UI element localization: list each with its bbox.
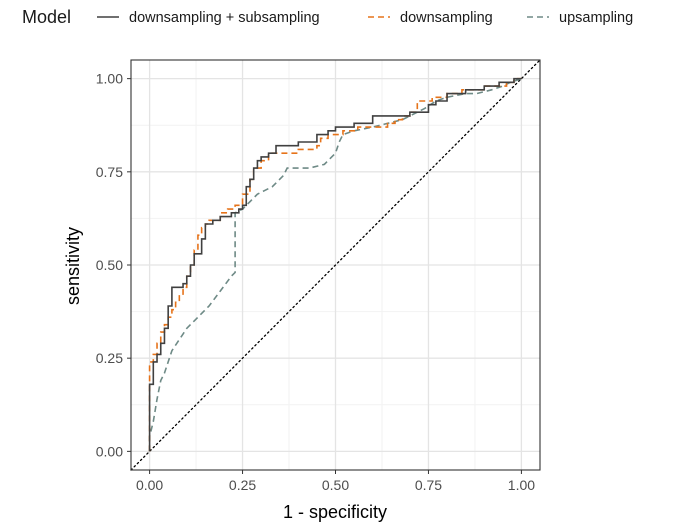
x-axis: 0.00 0.25 0.50 0.75 1.00 xyxy=(136,470,535,493)
x-tick-label: 1.00 xyxy=(508,477,535,493)
x-tick-label: 0.75 xyxy=(415,477,442,493)
y-tick-label: 0.25 xyxy=(96,350,123,366)
y-axis-title: sensitivity xyxy=(63,227,83,305)
y-axis: 0.00 0.25 0.50 0.75 1.00 xyxy=(96,71,131,459)
y-tick-label: 0.75 xyxy=(96,164,123,180)
chart-legend: Model downsampling + subsampling downsam… xyxy=(22,7,633,27)
x-tick-label: 0.00 xyxy=(136,477,163,493)
y-tick-label: 1.00 xyxy=(96,71,123,87)
legend-item-downsampling: downsampling xyxy=(368,10,493,26)
y-tick-label: 0.00 xyxy=(96,443,123,459)
legend-label-upsampling: upsampling xyxy=(559,10,633,26)
x-axis-title: 1 - specificity xyxy=(283,502,387,522)
reference-line-group xyxy=(130,59,541,471)
roc-series-group xyxy=(148,77,522,452)
legend-item-upsampling: upsampling xyxy=(527,10,633,26)
legend-item-downsampling-subsampling: downsampling + subsampling xyxy=(97,10,320,26)
legend-title: Model xyxy=(22,7,71,27)
legend-label-downsampling: downsampling xyxy=(400,10,493,26)
x-tick-label: 0.50 xyxy=(322,477,349,493)
legend-label-downsampling-subsampling: downsampling + subsampling xyxy=(129,10,320,26)
y-tick-label: 0.50 xyxy=(96,257,123,273)
x-tick-label: 0.25 xyxy=(229,477,256,493)
roc-curve-upsampling xyxy=(148,77,522,452)
diagonal-reference-line xyxy=(130,59,541,471)
roc-curve-downsampling-subsampling xyxy=(148,77,522,452)
